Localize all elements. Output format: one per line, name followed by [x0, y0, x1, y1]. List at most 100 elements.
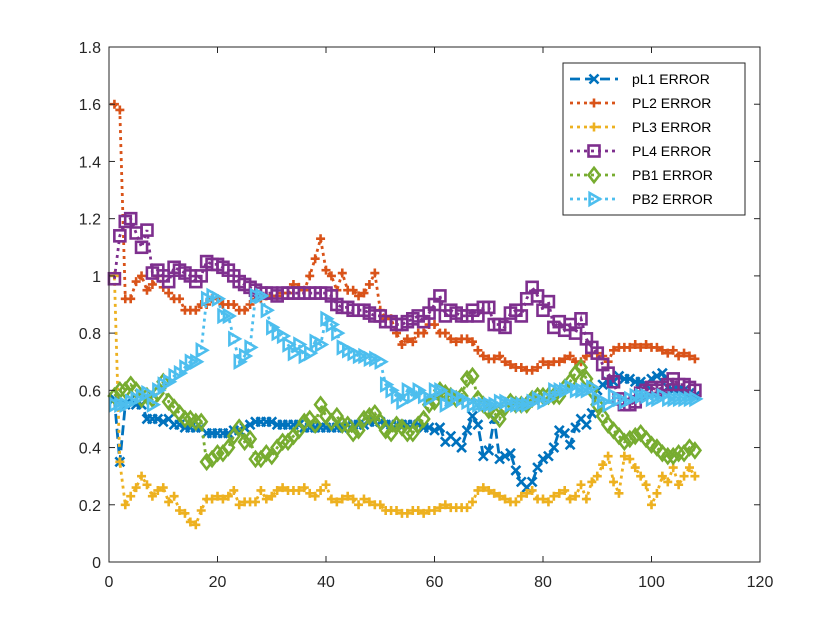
data-point	[164, 288, 174, 298]
data-point	[228, 330, 243, 348]
data-point	[402, 508, 412, 518]
y-tick-label: 0.2	[79, 498, 101, 515]
legend-entry: pL1 ERROR	[570, 71, 710, 87]
data-point	[671, 443, 686, 463]
y-tick-label: 1.4	[79, 154, 101, 171]
data-point	[674, 480, 684, 490]
data-point	[625, 342, 635, 352]
data-point	[157, 416, 169, 428]
data-point	[462, 334, 472, 344]
data-point	[543, 450, 554, 462]
data-point	[548, 442, 560, 453]
data-point	[492, 409, 507, 429]
data-point	[657, 471, 667, 481]
data-point	[175, 506, 185, 515]
data-point	[533, 362, 543, 372]
legend-entry: PL3 ERROR	[570, 119, 711, 135]
data-point	[537, 453, 549, 465]
legend-entry: PL2 ERROR	[570, 95, 711, 111]
data-point	[434, 382, 449, 399]
data-point	[195, 341, 210, 359]
data-point	[465, 366, 480, 386]
data-point	[374, 353, 389, 371]
data-point	[467, 410, 478, 422]
data-point	[207, 494, 217, 504]
data-point	[429, 424, 440, 436]
data-point	[656, 367, 668, 379]
data-point	[636, 471, 646, 481]
data-point	[232, 418, 247, 437]
data-point	[120, 500, 130, 510]
data-point	[624, 373, 636, 385]
data-point	[652, 488, 662, 498]
data-point	[690, 354, 700, 364]
data-point	[169, 491, 179, 501]
data-point	[668, 345, 678, 355]
data-point	[326, 271, 336, 281]
data-point	[222, 307, 237, 325]
data-point	[446, 334, 456, 344]
data-point	[351, 421, 366, 440]
data-point	[467, 337, 477, 347]
data-point	[434, 422, 446, 433]
data-point	[498, 320, 512, 335]
data-point	[580, 419, 592, 431]
legend-label: PL3 ERROR	[632, 119, 711, 135]
y-tick-label: 0	[92, 555, 101, 572]
data-point	[630, 340, 640, 350]
data-point	[354, 291, 364, 301]
series-3	[109, 271, 700, 530]
data-point	[433, 289, 447, 303]
data-point	[495, 491, 505, 501]
data-point	[345, 423, 361, 443]
data-point	[586, 379, 601, 396]
data-point	[606, 374, 621, 389]
data-point	[316, 234, 326, 244]
legend-marker	[589, 122, 599, 132]
data-point	[131, 483, 141, 493]
data-point	[321, 265, 331, 275]
data-point	[630, 463, 640, 473]
data-point	[142, 285, 152, 295]
data-point	[413, 506, 423, 515]
data-point	[199, 452, 214, 472]
series-line	[113, 216, 696, 406]
data-point	[275, 432, 290, 452]
data-point	[131, 277, 141, 287]
series-layer	[107, 99, 704, 530]
data-point	[297, 412, 312, 432]
data-point	[175, 294, 185, 304]
data-point	[140, 223, 154, 237]
data-point	[609, 345, 619, 355]
series-4	[107, 211, 702, 412]
data-point	[397, 340, 407, 350]
data-point	[427, 392, 442, 412]
data-point	[185, 517, 195, 527]
data-point	[310, 254, 320, 264]
data-point	[152, 413, 164, 425]
data-point	[500, 494, 510, 504]
data-point	[419, 508, 429, 518]
data-point	[440, 500, 450, 510]
data-point	[362, 406, 377, 426]
data-point	[392, 506, 402, 515]
data-point	[177, 409, 193, 429]
data-point	[459, 369, 475, 389]
data-point	[660, 446, 675, 466]
data-point	[113, 229, 127, 243]
data-point	[146, 396, 162, 413]
data-point	[137, 471, 147, 481]
data-point	[522, 488, 532, 498]
legend-marker	[587, 144, 601, 158]
legend-entry: PB2 ERROR	[570, 190, 713, 208]
data-point	[242, 429, 258, 449]
legend-label: PB1 ERROR	[632, 167, 713, 183]
data-point	[478, 483, 488, 493]
data-point	[304, 344, 319, 362]
x-tick-label: 60	[426, 574, 444, 591]
data-point	[571, 491, 581, 501]
data-point	[500, 357, 510, 367]
y-tick-label: 1.6	[79, 97, 101, 114]
data-point	[237, 432, 252, 452]
